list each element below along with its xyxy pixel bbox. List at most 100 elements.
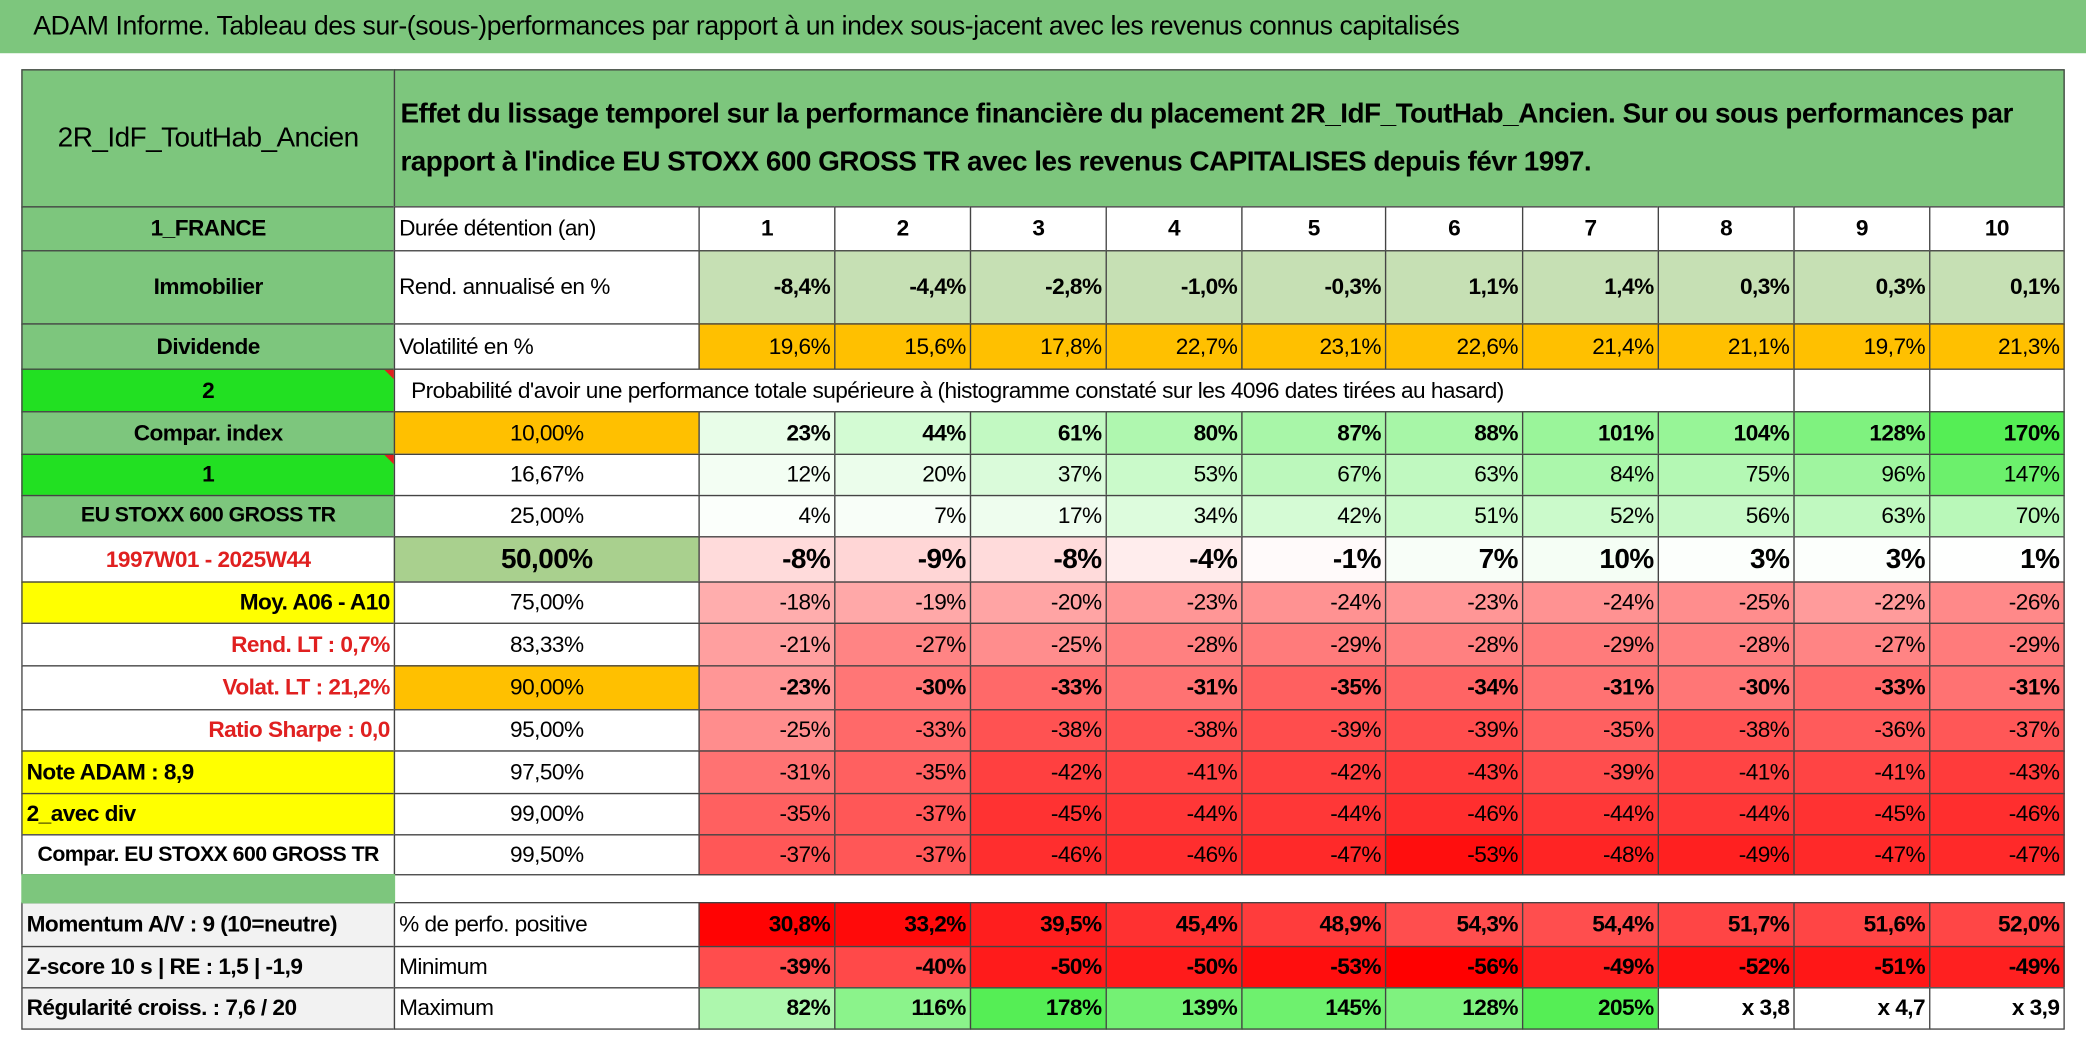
value-cell: -8% — [698, 536, 836, 583]
value-cell: 145% — [1241, 987, 1387, 1030]
value-cell: -31% — [1521, 665, 1660, 711]
value-cell: 96% — [1793, 453, 1931, 497]
year-header: 1 — [698, 206, 836, 252]
value-cell: 54,4% — [1521, 902, 1660, 948]
value-cell: -33% — [834, 709, 972, 752]
value-cell: -35% — [834, 750, 972, 795]
value-cell: -35% — [698, 792, 836, 836]
value-cell: -46% — [1929, 792, 2065, 836]
value-cell: 56% — [1657, 494, 1795, 538]
value-cell: -23% — [698, 665, 836, 711]
value-cell: -25% — [969, 622, 1107, 667]
value-cell: -24% — [1521, 581, 1660, 624]
value-cell: 88% — [1384, 411, 1524, 455]
value-cell: 39,5% — [969, 902, 1107, 948]
value-cell: 1% — [1929, 536, 2065, 583]
value-cell: 37% — [969, 453, 1107, 497]
row-label: Note ADAM : 8,9 — [21, 750, 396, 795]
year-header: 3 — [969, 206, 1107, 252]
value-cell: -37% — [1929, 709, 2065, 752]
value-cell: -22% — [1793, 581, 1931, 624]
empty-cell — [1793, 368, 1931, 413]
value-cell: -40% — [834, 945, 972, 989]
value-cell: -37% — [834, 834, 972, 876]
value-cell: -44% — [1241, 792, 1387, 836]
value-cell: -23% — [1105, 581, 1243, 624]
value-cell: -8% — [969, 536, 1107, 583]
value-cell: -38% — [1657, 709, 1795, 752]
value-cell: -34% — [1384, 665, 1524, 711]
empty-cell — [1929, 368, 2065, 413]
value-cell: -35% — [1241, 665, 1387, 711]
value-cell: -29% — [1521, 622, 1660, 667]
value-cell: -45% — [969, 792, 1107, 836]
row-header: Volatilité en % — [393, 323, 700, 370]
value-cell: 128% — [1384, 987, 1524, 1030]
value-cell: -44% — [1657, 792, 1795, 836]
section-caption: Probabilité d'avoir une performance tota… — [393, 368, 1795, 413]
value-cell: -49% — [1657, 834, 1795, 876]
value-cell: -50% — [1105, 945, 1243, 989]
row-header: 83,33% — [393, 622, 700, 667]
row-label: Ratio Sharpe : 0,0 — [21, 709, 396, 752]
value-cell: -33% — [1793, 665, 1931, 711]
year-header: 9 — [1793, 206, 1931, 252]
value-cell: -31% — [1929, 665, 2065, 711]
value-cell: 45,4% — [1105, 902, 1243, 948]
value-cell: -0,3% — [1241, 250, 1387, 325]
row-label: EU STOXX 600 GROSS TR — [21, 494, 396, 538]
value-cell: 22,6% — [1384, 323, 1524, 370]
value-cell: -44% — [1521, 792, 1660, 836]
value-cell: 63% — [1384, 453, 1524, 497]
value-cell: -53% — [1241, 945, 1387, 989]
value-cell: 205% — [1521, 987, 1660, 1030]
row-label: 1997W01 - 2025W44 — [21, 536, 396, 583]
year-header: 6 — [1384, 206, 1524, 252]
value-cell: 17% — [969, 494, 1107, 538]
value-cell: -46% — [969, 834, 1107, 876]
value-cell: 54,3% — [1384, 902, 1524, 948]
description: Effet du lissage temporel sur la perform… — [393, 69, 2065, 208]
row-label: 2 — [21, 368, 396, 413]
row-header: 16,67% — [393, 453, 700, 497]
value-cell: 4% — [698, 494, 836, 538]
value-cell: 51,6% — [1793, 902, 1931, 948]
value-cell: -9% — [834, 536, 972, 583]
value-cell: 80% — [1105, 411, 1243, 455]
row-header: 75,00% — [393, 581, 700, 624]
value-cell: 1,1% — [1384, 250, 1524, 325]
value-cell: 51% — [1384, 494, 1524, 538]
row-label: Immobilier — [21, 250, 396, 325]
value-cell: -45% — [1793, 792, 1931, 836]
value-cell: x 4,7 — [1793, 987, 1931, 1030]
value-cell: 61% — [969, 411, 1107, 455]
row-label: Compar. index — [21, 411, 396, 455]
row-header: 90,00% — [393, 665, 700, 711]
value-cell: -42% — [969, 750, 1107, 795]
value-cell: -56% — [1384, 945, 1524, 989]
value-cell: -4,4% — [834, 250, 972, 325]
row-header: Rend. annualisé en % — [393, 250, 700, 325]
row-label: 2_avec div — [21, 792, 396, 836]
placement-name: 2R_IdF_ToutHab_Ancien — [21, 69, 396, 208]
spacer — [21, 874, 396, 904]
value-cell: 1,4% — [1521, 250, 1660, 325]
value-cell: 3% — [1793, 536, 1931, 583]
value-cell: 53% — [1105, 453, 1243, 497]
value-cell: -23% — [1384, 581, 1524, 624]
page-title: ADAM Informe. Tableau des sur-(sous-)per… — [0, 0, 2086, 54]
value-cell: 128% — [1793, 411, 1931, 455]
row-label: 1_FRANCE — [21, 206, 396, 252]
value-cell: 67% — [1241, 453, 1387, 497]
value-cell: -39% — [1384, 709, 1524, 752]
value-cell: -19% — [834, 581, 972, 624]
value-cell: 75% — [1657, 453, 1795, 497]
row-header: 50,00% — [393, 536, 700, 583]
value-cell: -53% — [1384, 834, 1524, 876]
value-cell: -28% — [1657, 622, 1795, 667]
value-cell: -21% — [698, 622, 836, 667]
value-cell: 21,4% — [1521, 323, 1660, 370]
value-cell: 101% — [1521, 411, 1660, 455]
row-header: Minimum — [393, 945, 700, 989]
value-cell: -47% — [1929, 834, 2065, 876]
